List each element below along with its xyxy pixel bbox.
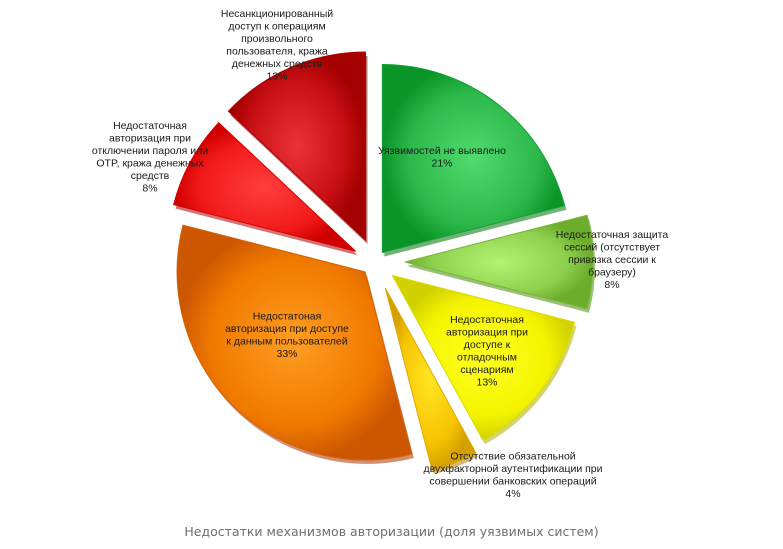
pie-slice-6 bbox=[173, 122, 357, 252]
slice-label-line: привязка сессии к bbox=[568, 254, 656, 266]
slice-label-1: Уязвимостей не выявлено 21% bbox=[378, 145, 506, 170]
pie-slice-2 bbox=[404, 214, 594, 310]
slice-label-line: пользователя, кража bbox=[226, 45, 328, 57]
slice-value-5: 33% bbox=[276, 348, 297, 360]
slice-value-4: 4% bbox=[505, 488, 520, 500]
slice-label-line: Отсутствие обязательной bbox=[450, 450, 575, 462]
pie-slice-4 bbox=[384, 287, 477, 471]
slice-label-line: средств bbox=[131, 170, 170, 182]
slice-label-line: Несанкционированный bbox=[221, 8, 333, 20]
slice-label-line: Уязвимостей не выявлено bbox=[378, 145, 506, 157]
slice-label-line: Недостаточная защита bbox=[556, 229, 669, 241]
slice-value-3: 13% bbox=[476, 376, 497, 388]
slice-label-3: Недостаточная авторизация при доступе к отл… bbox=[446, 314, 528, 389]
slice-label-line: сессий (отсутствует bbox=[564, 242, 660, 254]
pie-slice-7 bbox=[227, 51, 366, 242]
slice-label-line: Недостатоная bbox=[253, 310, 322, 322]
pie-slice-1 bbox=[381, 64, 566, 254]
slice-label-line: произвольного bbox=[241, 33, 313, 45]
slice-value-2: 8% bbox=[604, 279, 619, 291]
slice-label-line: денежных средств bbox=[232, 58, 323, 70]
slice-label-line: Недостаточная bbox=[450, 314, 524, 326]
slice-label-line: доступ к операциям bbox=[228, 20, 325, 32]
slice-label-7: Несанкционированный доступ к операциям про… bbox=[221, 8, 333, 83]
slice-label-4: Отсутствие обязательной двухфакторной аут… bbox=[423, 450, 602, 500]
pie-slice-3 bbox=[391, 274, 576, 441]
slice-value-1: 21% bbox=[431, 157, 452, 169]
pie-slice-5 bbox=[176, 224, 413, 461]
slice-label-line: двухфакторной аутентификации при bbox=[423, 463, 602, 475]
slice-value-7: 13% bbox=[266, 70, 287, 82]
slice-label-line: отладочным bbox=[457, 351, 517, 363]
slice-value-6: 8% bbox=[142, 182, 157, 194]
slice-label-line: авторизация при bbox=[109, 132, 191, 144]
slice-label-line: сценариям bbox=[460, 364, 513, 376]
slice-label-line: браузеру) bbox=[588, 267, 636, 279]
slice-label-line: OTP, кража денежных bbox=[96, 157, 204, 169]
slice-label-line: совершении банковских операций bbox=[429, 475, 596, 487]
slice-label-line: доступе к bbox=[464, 339, 511, 351]
slice-label-line: авторизация при bbox=[446, 326, 528, 338]
slice-label-line: Недостаточная bbox=[113, 120, 187, 132]
slice-label-line: авторизация при доступе bbox=[225, 323, 349, 335]
slice-label-6: Недостаточная авторизация при отключении п… bbox=[92, 120, 208, 195]
slice-label-2: Недостаточная защита сессий (отсутствует п… bbox=[556, 229, 669, 291]
slice-label-5: Недостатоная авторизация при доступе к дан… bbox=[225, 310, 349, 360]
slice-label-line: отключении пароля или bbox=[92, 145, 208, 157]
slice-label-line: к данным пользователей bbox=[226, 335, 347, 347]
chart-caption: Недостатки механизмов авторизации (доля … bbox=[184, 524, 599, 539]
